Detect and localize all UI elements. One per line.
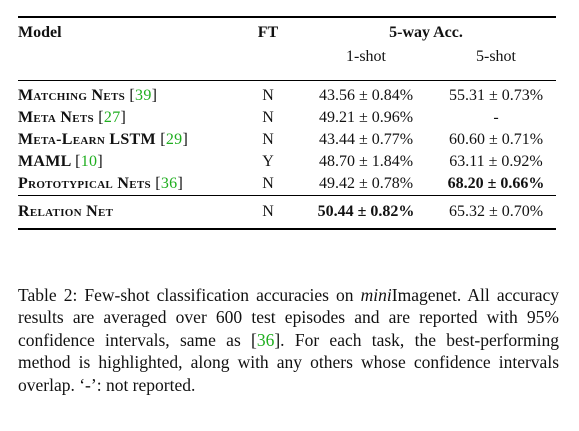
- header-cell: [240, 48, 296, 81]
- citation: 29: [165, 131, 183, 148]
- table-body: Model FT 5-way Acc. 1-shot 5-shot Matching Ne…: [18, 16, 556, 230]
- accuracy-cell: 49.21 ± 0.96%: [318, 109, 414, 126]
- model-name: Matching Nets: [18, 87, 126, 104]
- accuracy-cell: 49.42 ± 0.78%: [318, 175, 414, 192]
- accuracy-cell: 65.32 ± 0.70%: [436, 195, 556, 230]
- caption-text: Few-shot classification accuracies on: [84, 284, 361, 305]
- accuracy-cell: 48.70 ± 1.84%: [318, 153, 414, 170]
- ft-cell: N: [240, 195, 296, 230]
- bracket: [: [75, 153, 81, 170]
- header-row: 1-shot 5-shot: [18, 48, 556, 81]
- header-row: Model FT 5-way Acc.: [18, 16, 556, 48]
- accuracy-cell: 60.60 ± 0.71%: [448, 131, 544, 148]
- table-row: Meta Nets [27] N 49.21 ± 0.96% -: [18, 107, 556, 129]
- header-cell: [18, 48, 240, 81]
- table-row: Relation Net N 50.44 ± 0.82% 65.32 ± 0.70%: [18, 195, 556, 230]
- table-row: Prototypical Nets [36] N 49.42 ± 0.78% 68.2…: [18, 173, 556, 196]
- caption-text: Imagenet. All accuracy results are avera…: [18, 284, 559, 350]
- bracket: [: [155, 175, 161, 192]
- caption-text: ]. For each task, the best-performing me…: [18, 329, 559, 395]
- table-row: Matching Nets [39] N 43.56 ± 0.84% 55.31 ± …: [18, 80, 556, 107]
- bracket: ]: [177, 175, 184, 192]
- citation: 27: [103, 109, 121, 126]
- ft-cell: N: [262, 131, 274, 148]
- caption-text: mini: [360, 284, 392, 305]
- model-cell: Meta-Learn LSTM [29]: [18, 129, 240, 151]
- model-cell: Relation Net: [18, 195, 240, 230]
- bracket: ]: [97, 153, 103, 170]
- accuracy-cell: 68.20 ± 0.66%: [447, 175, 545, 192]
- accuracy-cell: 55.31 ± 0.73%: [436, 80, 556, 107]
- model-name: Meta Nets: [18, 109, 94, 126]
- caption-text: Table 2:: [18, 284, 85, 305]
- bracket: [: [129, 87, 136, 104]
- caption-text: 36: [256, 329, 275, 350]
- table-row: Meta-Learn LSTM [29] N 43.44 ± 0.77% 60.60 …: [18, 129, 556, 151]
- accuracy-cell: 43.56 ± 0.84%: [296, 80, 436, 107]
- accuracy-cell: 50.44 ± 0.82%: [296, 195, 436, 230]
- model-cell: Matching Nets [39]: [18, 80, 240, 107]
- ft-cell: N: [262, 175, 274, 192]
- bracket: ]: [120, 109, 127, 126]
- bracket: [: [98, 109, 104, 126]
- header-cell: 1-shot: [346, 48, 386, 65]
- bracket: ]: [151, 87, 158, 104]
- results-table: Model FT 5-way Acc. 1-shot 5-shot Matching Ne…: [18, 16, 556, 230]
- bracket: ]: [182, 131, 189, 148]
- citation: 36: [160, 175, 178, 192]
- accuracy-cell: -: [493, 109, 499, 126]
- model-name: Prototypical Nets: [18, 175, 151, 192]
- citation: 10: [80, 153, 98, 170]
- model-cell: Prototypical Nets [36]: [18, 173, 240, 196]
- accuracy-cell: 43.44 ± 0.77%: [318, 131, 414, 148]
- ft-cell: N: [262, 109, 274, 126]
- ft-cell: Y: [262, 153, 274, 170]
- model-name: Relation Net: [18, 203, 114, 220]
- model-name: MAML: [18, 153, 71, 170]
- ft-cell: N: [240, 80, 296, 107]
- bracket: [: [160, 131, 166, 148]
- header-cell: 5-shot: [476, 48, 516, 65]
- header-cell: Model: [18, 16, 240, 48]
- table-row: MAML [10] Y 48.70 ± 1.84% 63.11 ± 0.92%: [18, 151, 556, 173]
- model-cell: Meta Nets [27]: [18, 107, 240, 129]
- caption: Table 2: Few-shot classification accurac…: [18, 284, 559, 397]
- citation: 39: [135, 87, 152, 104]
- header-cell: 5-way Acc.: [296, 16, 556, 48]
- model-name: Meta-Learn LSTM: [18, 131, 156, 148]
- accuracy-cell: 63.11 ± 0.92%: [449, 153, 543, 170]
- model-cell: MAML [10]: [18, 151, 240, 173]
- header-cell: FT: [240, 16, 296, 48]
